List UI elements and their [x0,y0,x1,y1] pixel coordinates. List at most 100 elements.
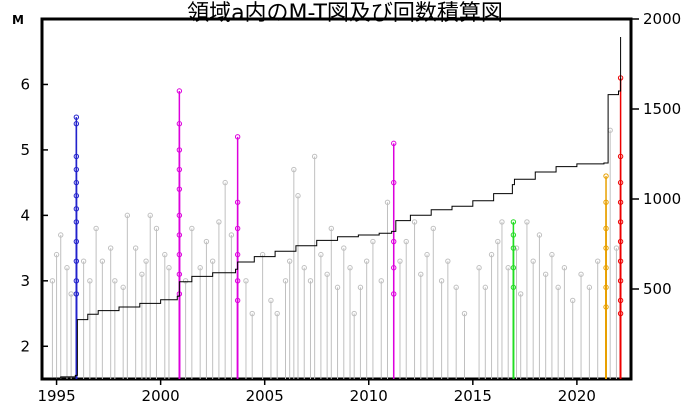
y2-tick-label-0: 500 [643,280,672,298]
point-magenta-6 [176,232,183,238]
point-background-5 [80,258,87,264]
x-tick-label-1: 2000 [142,387,180,405]
point-background-66 [499,219,505,225]
point-background-31 [268,297,274,304]
point-background-19 [166,265,172,271]
point-background-17 [153,225,160,232]
point-green-1 [510,232,517,238]
point-background-29 [249,310,255,317]
point-background-67 [505,265,511,271]
point-background-34 [286,258,293,264]
point-background-37 [301,265,307,271]
x-axis: 1995 2000 2005 2010 2015 2020 [37,379,596,405]
point-background-16 [147,212,153,219]
point-background-40 [318,251,324,258]
point-background-71 [530,258,536,264]
point-magenta-14 [234,278,241,284]
point-red-1 [617,153,624,160]
y2-tick-label-1: 1000 [643,190,681,208]
point-background-73 [542,271,549,277]
point-magenta-17 [391,179,397,186]
point-background-0 [49,278,56,284]
point-background-13 [132,245,139,251]
data-points [49,75,624,317]
y-axis-label: M [12,13,24,27]
point-background-15 [143,258,149,264]
point-background-72 [536,232,543,238]
point-magenta-16 [391,140,397,147]
point-red-9 [617,310,624,317]
point-background-22 [197,265,203,271]
point-background-78 [578,271,584,277]
point-background-20 [182,278,189,284]
point-magenta-7 [176,251,183,258]
point-background-46 [351,310,357,317]
point-magenta-19 [391,265,397,271]
point-blue-4 [73,179,80,186]
y-tick-label-3: 5 [20,141,30,159]
point-red-8 [617,297,624,304]
point-green-2 [510,245,517,251]
point-background-79 [586,284,593,291]
point-blue-3 [73,166,80,173]
point-red-7 [617,278,624,284]
point-magenta-8 [176,271,183,277]
cumulative-count-line [44,37,622,380]
point-red-5 [617,238,624,245]
point-background-3 [64,265,70,271]
point-blue-11 [73,291,80,297]
point-magenta-4 [176,186,183,192]
x-tick-label-0: 1995 [37,387,75,405]
point-background-69 [517,291,524,297]
point-red-4 [617,219,624,225]
point-background-41 [324,271,330,277]
point-background-33 [282,278,289,284]
chart-title: 領域a内のM-T図及び回数積算図 [187,1,503,26]
point-background-68 [513,245,520,251]
point-red-2 [617,179,624,186]
point-background-45 [347,265,353,271]
point-background-47 [357,284,364,291]
point-magenta-20 [391,291,397,297]
point-background-63 [482,284,489,291]
x-tick-label-3: 2010 [350,387,388,405]
point-magenta-2 [176,147,183,153]
point-blue-0 [73,114,80,120]
point-background-61 [461,310,468,317]
y2-axis: 500 1000 1500 2000 [631,10,681,298]
point-red-6 [617,258,624,264]
point-background-6 [87,278,93,284]
point-background-58 [438,278,445,284]
point-background-55 [418,271,424,277]
point-background-49 [370,238,376,245]
point-magenta-0 [176,88,183,94]
point-background-54 [411,219,418,225]
point-background-42 [328,225,334,232]
point-background-50 [378,278,384,284]
point-orange-4 [603,265,609,271]
point-background-80 [594,258,601,264]
point-background-56 [424,251,430,258]
point-blue-8 [73,238,80,245]
point-background-75 [555,284,561,291]
point-background-18 [162,251,168,258]
point-background-74 [549,251,555,258]
point-background-39 [311,153,318,160]
point-background-28 [243,278,249,284]
point-blue-7 [73,219,80,225]
point-background-65 [495,238,501,245]
point-magenta-3 [176,166,183,173]
point-background-21 [189,225,195,232]
point-red-3 [617,199,624,205]
point-magenta-10 [234,134,241,140]
y-axis: 2 3 4 5 6 [20,75,48,355]
point-background-57 [430,225,436,232]
y-tick-label-2: 4 [20,206,30,224]
point-green-0 [510,219,517,225]
stem-lines [51,77,622,379]
point-magenta-15 [234,297,241,304]
point-background-36 [295,193,301,199]
point-blue-6 [73,206,80,212]
point-background-25 [216,219,222,225]
y2-tick-label-3: 2000 [643,10,681,28]
